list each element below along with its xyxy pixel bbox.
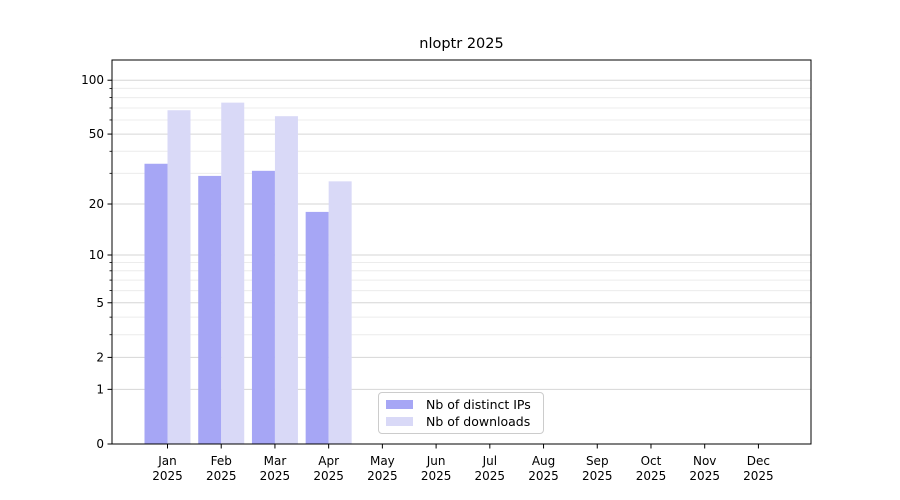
x-tick-label-month: Jan <box>157 454 177 468</box>
y-tick-label: 50 <box>89 127 104 141</box>
x-tick-label-month: Dec <box>747 454 770 468</box>
bar-distinct-ips-apr <box>305 211 329 444</box>
x-tick-label-month: Nov <box>693 454 716 468</box>
legend: Nb of distinct IPs Nb of downloads <box>378 392 544 434</box>
x-tick-label-year: 2025 <box>367 469 398 483</box>
bar-downloads-feb <box>221 102 245 445</box>
plot-border <box>111 59 812 445</box>
x-tick-label-month: Aug <box>532 454 555 468</box>
y-tick-label: 0 <box>96 437 104 451</box>
x-tick-label-year: 2025 <box>260 469 291 483</box>
x-tick-label-month: Jun <box>426 454 446 468</box>
y-tick-label: 100 <box>81 73 104 87</box>
chart-title: nloptr 2025 <box>419 36 504 52</box>
x-tick-label-year: 2025 <box>421 469 452 483</box>
legend-swatch-downloads <box>386 417 413 426</box>
bar-distinct-ips-feb <box>198 175 222 444</box>
x-tick-label-month: Feb <box>211 454 232 468</box>
y-tick-label: 1 <box>96 382 104 396</box>
x-tick-label-year: 2025 <box>475 469 506 483</box>
x-tick-label-year: 2025 <box>743 469 774 483</box>
bar-downloads-apr <box>328 181 352 444</box>
x-tick-label-year: 2025 <box>689 469 720 483</box>
legend-label-downloads: Nb of downloads <box>426 414 531 429</box>
y-tick-label: 5 <box>96 296 104 310</box>
x-tick-label-month: May <box>370 454 395 468</box>
bar-distinct-ips-mar <box>251 170 275 444</box>
y-tick-label: 10 <box>89 248 104 262</box>
legend-swatch-distinct-ips <box>386 400 413 409</box>
x-tick-label-year: 2025 <box>206 469 237 483</box>
y-tick-label: 20 <box>89 197 104 211</box>
bar-downloads-mar <box>274 116 298 444</box>
x-tick-label-month: Jul <box>482 454 497 468</box>
x-tick-label-month: Sep <box>586 454 609 468</box>
x-tick-label-year: 2025 <box>582 469 613 483</box>
x-tick-label-year: 2025 <box>528 469 559 483</box>
legend-row-downloads: Nb of downloads <box>386 414 536 429</box>
legend-row-distinct-ips: Nb of distinct IPs <box>386 397 536 412</box>
x-tick-label-year: 2025 <box>313 469 344 483</box>
x-tick-label-year: 2025 <box>152 469 183 483</box>
bar-distinct-ips-jan <box>144 163 168 444</box>
x-tick-label-month: Oct <box>641 454 662 468</box>
x-tick-label-year: 2025 <box>636 469 667 483</box>
legend-label-distinct-ips: Nb of distinct IPs <box>426 397 531 412</box>
x-tick-label-month: Mar <box>264 454 287 468</box>
bar-downloads-jan <box>167 110 191 444</box>
y-tick-label: 2 <box>96 350 104 364</box>
x-tick-label-month: Apr <box>318 454 339 468</box>
